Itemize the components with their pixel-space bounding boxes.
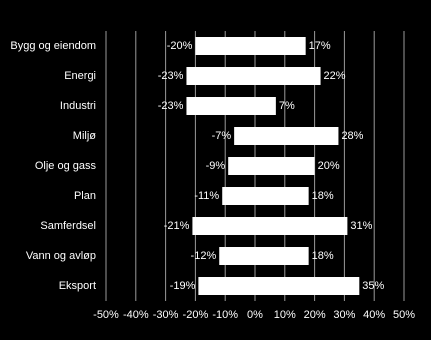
- bar: [255, 247, 309, 265]
- bar: [255, 97, 276, 115]
- category-label: Vann og avløp: [26, 250, 96, 262]
- category-label: Energi: [64, 70, 96, 82]
- data-label: 31%: [350, 220, 372, 232]
- x-tick-label: 20%: [304, 309, 326, 321]
- x-tick-label: -30%: [153, 309, 179, 321]
- x-tick-label: 30%: [333, 309, 355, 321]
- bar: [228, 157, 255, 175]
- data-label: -19%: [170, 280, 196, 292]
- data-label: -23%: [158, 70, 184, 82]
- data-label: -11%: [194, 190, 219, 202]
- bar: [195, 37, 255, 55]
- x-tick-label: -10%: [212, 309, 238, 321]
- data-label: -20%: [167, 40, 193, 52]
- x-tick-label: -20%: [183, 309, 209, 321]
- x-tick-label: -40%: [123, 309, 149, 321]
- bar: [234, 127, 255, 145]
- bar: [198, 277, 255, 295]
- bar: [255, 277, 360, 295]
- bar: [186, 97, 255, 115]
- data-label: -12%: [191, 250, 217, 262]
- bar: [186, 67, 255, 85]
- data-label: 17%: [309, 40, 331, 52]
- data-label: -7%: [212, 130, 232, 142]
- x-tick-label: 0%: [247, 309, 263, 321]
- data-label: -23%: [158, 100, 184, 112]
- bar: [255, 37, 306, 55]
- category-label: Industri: [60, 100, 96, 112]
- data-label: -21%: [164, 220, 190, 232]
- bar: [192, 217, 255, 235]
- data-label: 35%: [362, 280, 384, 292]
- bar: [255, 217, 348, 235]
- data-label: -9%: [206, 160, 226, 172]
- data-label: 20%: [318, 160, 340, 172]
- x-tick-label: 10%: [274, 309, 296, 321]
- data-label: 18%: [312, 250, 334, 262]
- data-label: 22%: [324, 70, 346, 82]
- x-tick-label: 40%: [363, 309, 385, 321]
- data-label: 18%: [312, 190, 334, 202]
- bar: [255, 127, 339, 145]
- bar: [255, 157, 315, 175]
- bar: [255, 67, 321, 85]
- x-tick-label: -50%: [93, 309, 119, 321]
- category-label: Samferdsel: [40, 220, 96, 232]
- category-label: Eksport: [59, 280, 96, 292]
- bar: [222, 187, 255, 205]
- category-label: Miljø: [73, 130, 96, 142]
- bar: [255, 187, 309, 205]
- data-label: 28%: [341, 130, 363, 142]
- category-label: Bygg og eiendom: [10, 40, 96, 52]
- category-label: Plan: [74, 190, 96, 202]
- category-label: Olje og gass: [35, 160, 97, 172]
- x-tick-label: 50%: [393, 309, 415, 321]
- bar: [219, 247, 255, 265]
- data-label: 7%: [279, 100, 295, 112]
